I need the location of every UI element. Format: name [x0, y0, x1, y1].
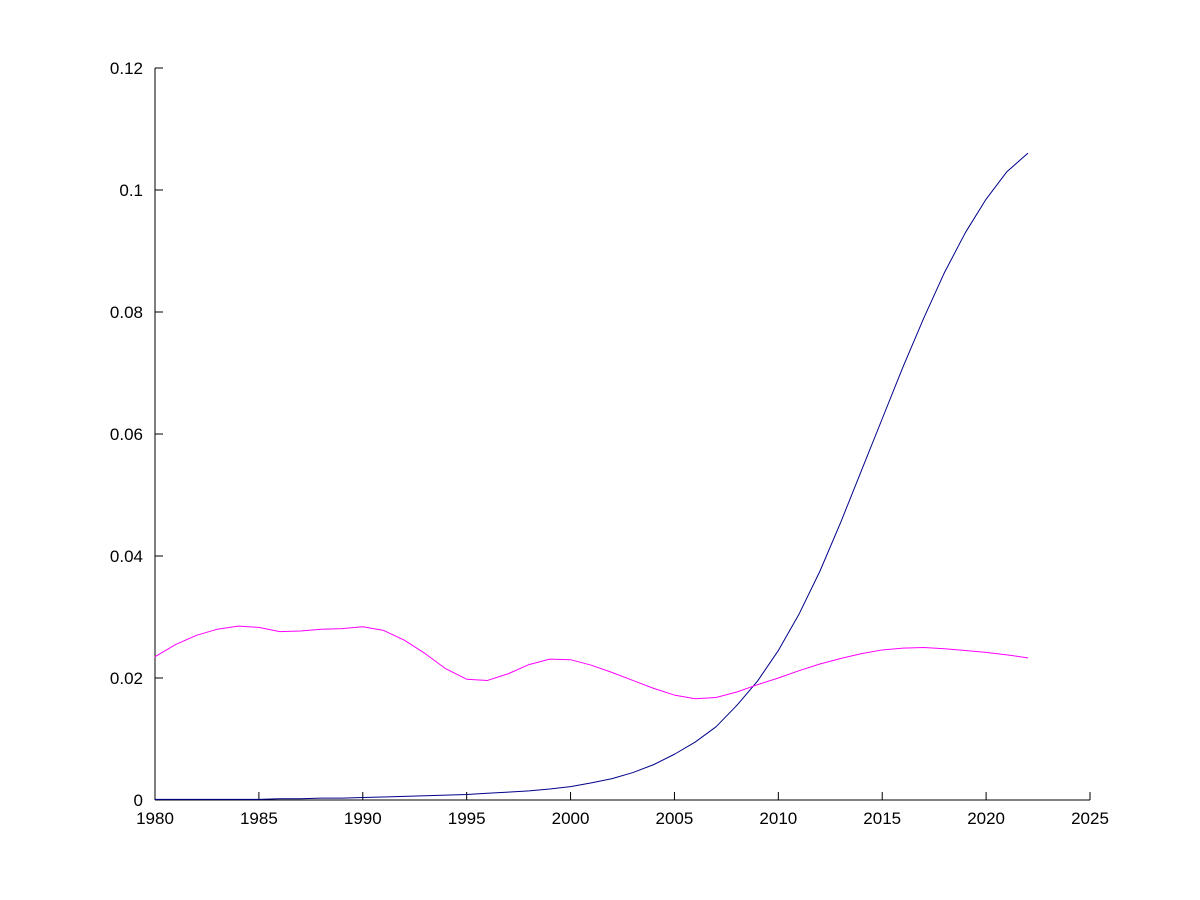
x-tick-label-2025: 2025 [1071, 809, 1109, 828]
series-line-magenta-oscillating-series [154, 625, 1029, 700]
x-tick-label-2010: 2010 [759, 809, 797, 828]
x-tick-label-2000: 2000 [552, 809, 590, 828]
x-tick-label-2020: 2020 [967, 809, 1005, 828]
y-tick-label-0.12: 0.12 [110, 59, 143, 78]
x-tick-label-2005: 2005 [656, 809, 694, 828]
x-tick-label-1980: 1980 [136, 809, 174, 828]
tick-labels-layer: 1980 1985 1990 1995 2000 2005 2010 2015 2020 2025… [110, 59, 1109, 828]
x-tick-label-2015: 2015 [863, 809, 901, 828]
x-tick-label-1985: 1985 [240, 809, 278, 828]
y-tick-label-0.08: 0.08 [110, 303, 143, 322]
series-layer [154, 152, 1029, 800]
y-tick-label-0.02: 0.02 [110, 669, 143, 688]
y-tick-label-0.1: 0.1 [119, 181, 143, 200]
x-tick-label-1990: 1990 [344, 809, 382, 828]
axes-layer [154, 67, 1091, 801]
series-line-dark-blue-rising-series [154, 152, 1029, 800]
y-tick-label-0: 0 [134, 791, 143, 810]
y-tick-label-0.06: 0.06 [110, 425, 143, 444]
y-tick-label-0.04: 0.04 [110, 547, 143, 566]
x-tick-label-1995: 1995 [448, 809, 486, 828]
